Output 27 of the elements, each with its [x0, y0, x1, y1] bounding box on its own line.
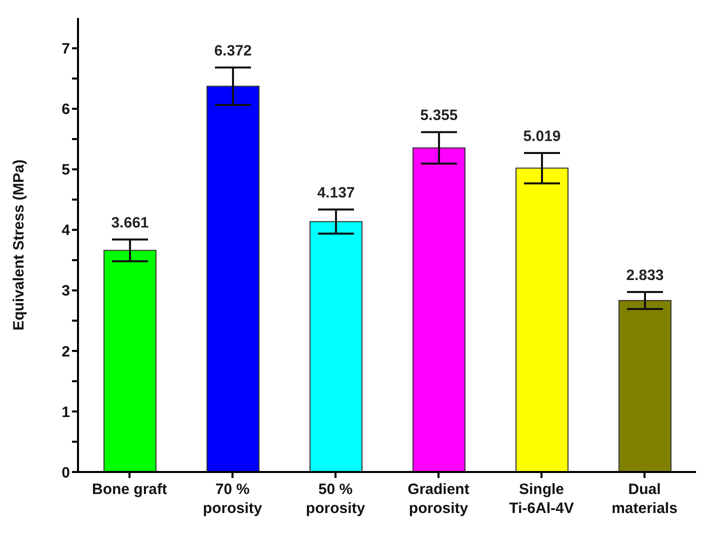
bar — [104, 250, 156, 472]
data-label: 6.372 — [214, 42, 252, 60]
y-tick-label: 2 — [62, 343, 70, 360]
bar — [618, 300, 672, 472]
x-tick-label: 70 % porosity — [202, 481, 263, 517]
y-tick-label: 7 — [62, 40, 70, 58]
bar — [310, 221, 362, 472]
x-tick-label: Gradient porosity — [408, 481, 470, 517]
data-label: 2.833 — [626, 267, 664, 284]
data-label: 5.019 — [523, 128, 561, 146]
bar — [516, 168, 568, 472]
y-tick-label: 1 — [62, 404, 70, 421]
y-tick-label: 6 — [62, 101, 70, 118]
x-tick-label: Single Ti-6Al-4V — [509, 481, 574, 517]
x-tick-label: Bone graft — [92, 481, 168, 498]
bar — [412, 147, 466, 472]
x-tick-label: 50 % porosity — [306, 481, 366, 517]
y-tick-label: 3 — [62, 282, 70, 300]
x-tick-label: Dual materials — [612, 481, 678, 517]
y-tick-label: 0 — [62, 464, 70, 482]
data-label: 5.355 — [420, 107, 458, 124]
y-tick-label: 4 — [62, 222, 71, 240]
y-tick-label: 5 — [62, 162, 70, 179]
data-label: 3.661 — [111, 214, 149, 232]
bar — [206, 86, 260, 472]
y-axis-title: Equivalent Stress (MPa) — [10, 160, 28, 330]
data-label: 4.137 — [317, 184, 355, 202]
